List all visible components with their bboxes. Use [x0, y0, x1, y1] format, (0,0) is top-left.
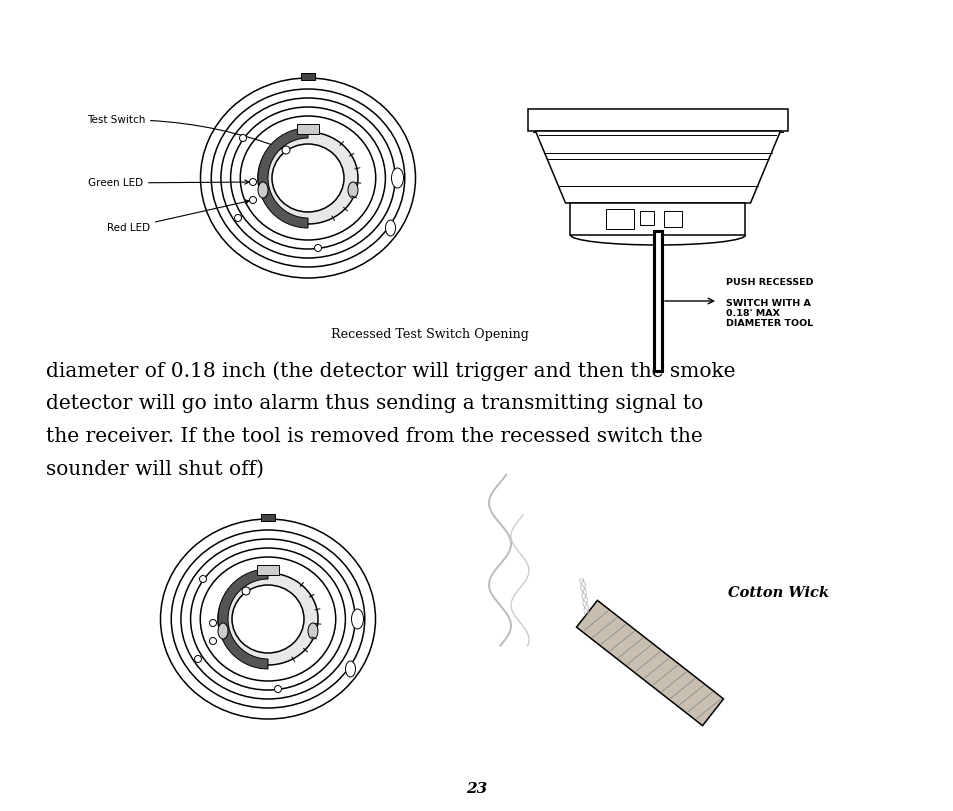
FancyBboxPatch shape	[570, 203, 744, 235]
Text: Green LED: Green LED	[88, 178, 249, 188]
Ellipse shape	[351, 609, 363, 629]
Text: the receiver. If the tool is removed from the recessed switch the: the receiver. If the tool is removed fro…	[46, 427, 702, 446]
Ellipse shape	[257, 132, 357, 224]
Ellipse shape	[218, 573, 317, 665]
Circle shape	[199, 576, 206, 582]
Wedge shape	[218, 569, 268, 669]
Ellipse shape	[348, 182, 357, 198]
Circle shape	[210, 620, 216, 627]
FancyBboxPatch shape	[301, 73, 314, 80]
Polygon shape	[576, 600, 722, 726]
Text: Recessed Test Switch Opening: Recessed Test Switch Opening	[331, 328, 528, 341]
Circle shape	[314, 244, 321, 251]
Circle shape	[234, 214, 241, 221]
FancyBboxPatch shape	[654, 231, 661, 371]
Ellipse shape	[385, 220, 395, 236]
Circle shape	[250, 196, 256, 204]
Text: detector will go into alarm thus sending a transmitting signal to: detector will go into alarm thus sending…	[46, 394, 702, 413]
FancyBboxPatch shape	[296, 124, 318, 134]
Circle shape	[274, 685, 281, 693]
Text: SWITCH WITH A: SWITCH WITH A	[725, 299, 810, 308]
Ellipse shape	[308, 623, 317, 639]
FancyBboxPatch shape	[663, 211, 681, 227]
Circle shape	[250, 178, 256, 186]
FancyBboxPatch shape	[527, 109, 787, 131]
Ellipse shape	[232, 585, 304, 653]
Text: 0.18' MAX: 0.18' MAX	[725, 309, 780, 318]
Circle shape	[242, 587, 250, 595]
Polygon shape	[535, 131, 780, 203]
Circle shape	[210, 637, 216, 645]
Circle shape	[239, 135, 246, 141]
Text: 23: 23	[466, 782, 487, 796]
Text: PUSH RECESSED: PUSH RECESSED	[725, 278, 813, 287]
Ellipse shape	[218, 623, 228, 639]
FancyBboxPatch shape	[261, 514, 274, 521]
Text: DIAMETER TOOL: DIAMETER TOOL	[725, 319, 812, 328]
Ellipse shape	[391, 168, 403, 188]
Circle shape	[194, 655, 201, 663]
Wedge shape	[257, 128, 308, 228]
Ellipse shape	[257, 182, 268, 198]
Circle shape	[282, 146, 290, 154]
FancyBboxPatch shape	[639, 211, 654, 225]
FancyBboxPatch shape	[605, 209, 634, 229]
Ellipse shape	[272, 144, 344, 212]
Text: Test Switch: Test Switch	[87, 115, 282, 149]
Text: Cotton Wick: Cotton Wick	[727, 586, 828, 600]
FancyBboxPatch shape	[256, 565, 278, 575]
Text: Red LED: Red LED	[107, 200, 249, 233]
Text: diameter of 0.18 inch (the detector will trigger and then the smoke: diameter of 0.18 inch (the detector will…	[46, 361, 735, 380]
Ellipse shape	[345, 661, 355, 677]
Text: sounder will shut off): sounder will shut off)	[46, 460, 264, 479]
